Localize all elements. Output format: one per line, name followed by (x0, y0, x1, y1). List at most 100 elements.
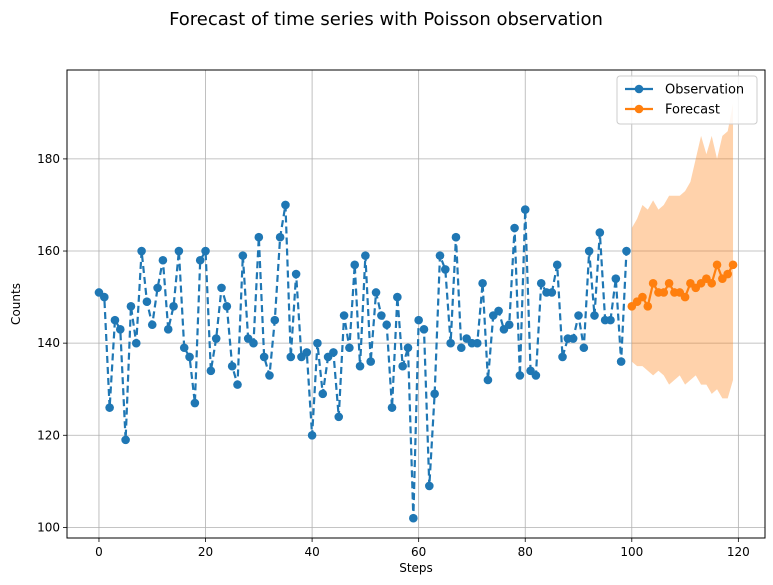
observation-point (174, 246, 184, 256)
observation-point (579, 343, 589, 353)
legend-observation-marker (634, 84, 644, 94)
observation-point (339, 311, 349, 320)
y-tick-label: 180 (37, 152, 60, 166)
observation-point (595, 228, 605, 237)
observation-point (115, 325, 125, 334)
y-axis-label: Counts (9, 283, 23, 325)
forecast-point (728, 260, 738, 270)
observation-point (350, 260, 360, 270)
chart-title-group: Forecast of time series with Poisson obs… (169, 9, 603, 30)
forecast-point (664, 278, 674, 288)
plot-frame (66, 69, 766, 539)
forecast-point (707, 278, 717, 288)
observation-point (504, 320, 514, 330)
observation-point (275, 232, 285, 242)
observation-point (568, 334, 578, 343)
observation-point (387, 403, 397, 412)
observation-point (131, 338, 141, 348)
observation-point (121, 435, 130, 445)
observation-point (195, 255, 205, 265)
x-axis-label: Steps (399, 561, 433, 575)
x-tick-label: 120 (727, 545, 750, 559)
grid-lines (67, 70, 765, 538)
observation-point (377, 311, 386, 320)
observation-point (137, 246, 146, 256)
observation-point (185, 352, 194, 362)
observation-point (201, 246, 210, 256)
observation-point (265, 371, 274, 380)
observation-point (361, 251, 370, 260)
observation-point (259, 352, 269, 362)
observation-point (531, 371, 541, 380)
observation-point (163, 325, 173, 334)
observation-point (233, 380, 242, 389)
observation-point (217, 283, 226, 293)
observation-point (478, 278, 487, 288)
observation-point (249, 338, 258, 348)
x-tick-label: 100 (620, 545, 643, 559)
observation-point (590, 311, 599, 320)
observation-point (329, 348, 338, 357)
forecast-point (648, 278, 658, 288)
axis-ticks: 0 20 40 60 80 100 120 100 120 140 160 180 (37, 152, 750, 559)
observation-point (430, 389, 439, 399)
observation-point (606, 315, 615, 325)
observation-point (451, 232, 461, 242)
observation-point (270, 315, 280, 325)
observation-point (190, 398, 200, 408)
observation-point (238, 251, 248, 260)
observation-point (574, 311, 583, 320)
x-tick-label: 60 (411, 545, 426, 559)
observation-point (435, 251, 445, 260)
observation-point (291, 269, 301, 279)
observation-point (611, 274, 621, 283)
observation-point (110, 315, 120, 325)
observation-point (211, 334, 221, 343)
observation-point (425, 481, 434, 491)
observation-point (206, 366, 216, 376)
observation-point (472, 338, 482, 348)
observation-point (616, 357, 626, 366)
observation-point (254, 232, 264, 242)
forecast-interval-area (631, 103, 734, 399)
observation-point (302, 348, 312, 357)
observation-line (98, 204, 628, 519)
y-tick-label: 140 (37, 336, 60, 350)
observation-point (153, 283, 162, 293)
observation-point (307, 430, 317, 440)
forecast-point (712, 260, 722, 270)
observation-point (446, 338, 455, 348)
observation-point (169, 302, 178, 311)
observation-point (441, 265, 450, 274)
observation-point (334, 412, 344, 422)
observation-point (355, 361, 365, 371)
forecast-point (723, 269, 733, 279)
observation-point (547, 288, 557, 297)
observation-point (281, 200, 290, 210)
observation-point (371, 288, 381, 297)
observation-point (552, 260, 562, 270)
observation-point (536, 278, 546, 288)
chart-title: Forecast of time series with Poisson obs… (169, 9, 603, 30)
y-tick-label: 120 (37, 428, 60, 442)
forecast-point (638, 292, 647, 302)
x-tick-label: 80 (518, 545, 533, 559)
legend-forecast-label: Forecast (665, 103, 720, 118)
legend: Observation Forecast (616, 75, 758, 125)
observation-point (105, 403, 114, 412)
observation-point (494, 306, 503, 316)
observation-point (584, 246, 594, 256)
forecast-point (643, 302, 653, 311)
observation-point (318, 389, 328, 399)
observation-point (510, 223, 519, 233)
observation-point (126, 302, 136, 311)
observation-point (366, 357, 376, 366)
observation-point (142, 297, 152, 306)
observation-point (313, 338, 322, 348)
observation-point (345, 343, 354, 353)
observation-point (393, 292, 402, 302)
x-tick-label: 20 (198, 545, 213, 559)
observation-point (398, 361, 407, 371)
forecast-point (659, 288, 669, 297)
